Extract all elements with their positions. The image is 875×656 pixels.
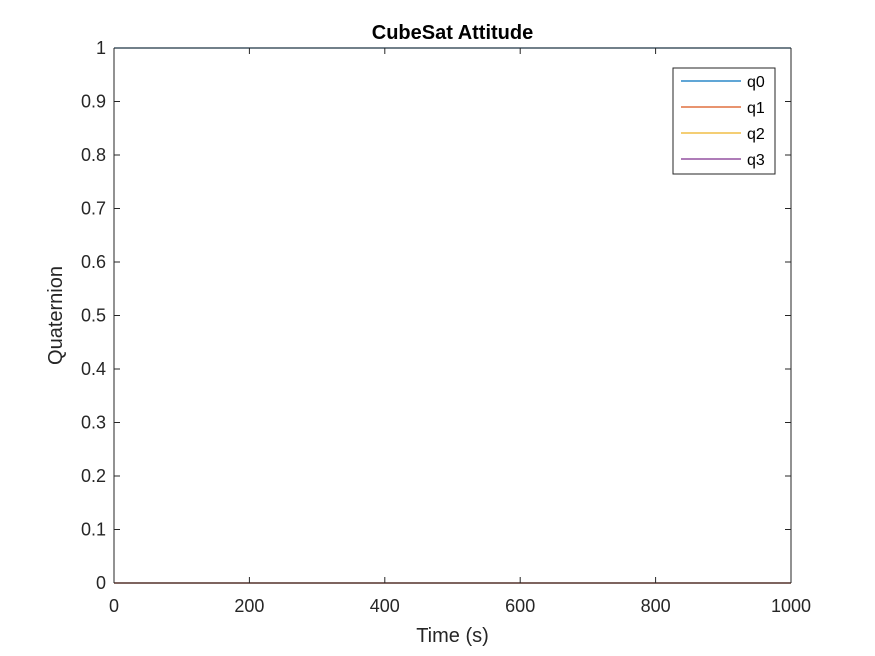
ticks-layer: 0 200 400 600 800 1000 0 0.1 0.2 0.3 0.4 0.5 0.6 0.7 0… [81, 38, 811, 616]
x-tick-label: 0 [109, 596, 119, 616]
y-tick-label: 0.8 [81, 145, 106, 165]
y-tick-label: 0.3 [81, 413, 106, 433]
y-tick-label: 0.4 [81, 359, 106, 379]
y-tick-label: 0.1 [81, 520, 106, 540]
x-tick-label: 1000 [771, 596, 811, 616]
legend: q0 q1 q2 q3 [672, 67, 776, 175]
y-tick-label: 0.6 [81, 252, 106, 272]
y-axis-title: Quaternion [45, 266, 67, 365]
chart-title: CubeSat Attitude [372, 22, 533, 44]
legend-label-q1: q1 [747, 100, 765, 117]
y-tick-label: 0 [96, 573, 106, 593]
x-axis-title: Time (s) [416, 625, 489, 647]
x-tick-label: 800 [641, 596, 671, 616]
legend-label-q2: q2 [747, 126, 765, 143]
legend-box [672, 67, 776, 175]
x-tick-label: 400 [370, 596, 400, 616]
x-tick-label: 600 [505, 596, 535, 616]
y-tick-label: 0.2 [81, 466, 106, 486]
y-tick-label: 0.5 [81, 306, 106, 326]
y-tick-label: 1 [96, 38, 106, 58]
y-tick-label: 0.9 [81, 92, 106, 112]
x-tick-label: 200 [234, 596, 264, 616]
legend-label-q0: q0 [747, 74, 765, 91]
y-tick-label: 0.7 [81, 199, 106, 219]
legend-label-q3: q3 [747, 152, 765, 169]
